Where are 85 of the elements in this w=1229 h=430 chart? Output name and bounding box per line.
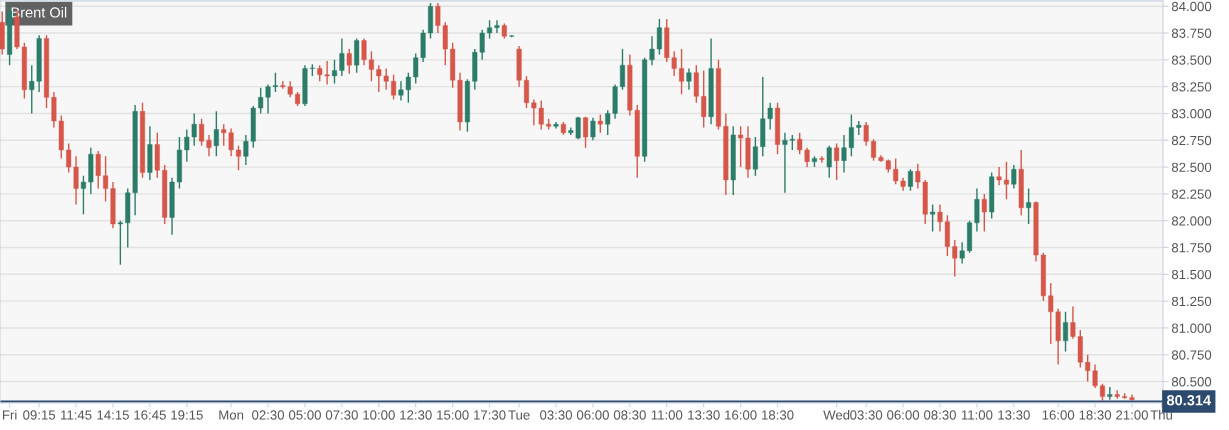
- x-tick-label: Tue: [508, 410, 530, 420]
- chart-title: Brent Oil: [11, 6, 67, 18]
- candlestick: [863, 121, 869, 147]
- x-tick-label: 11:00: [651, 410, 683, 420]
- candlestick: [590, 117, 596, 141]
- x-tick-label: 03:30: [540, 410, 573, 420]
- y-tick-label: 82.000: [1171, 216, 1212, 226]
- x-tick-label: 11:45: [61, 410, 92, 420]
- candlestick: [339, 37, 345, 77]
- candlestick: [959, 241, 965, 265]
- candlestick: [597, 113, 603, 134]
- y-tick-label: 81.000: [1171, 323, 1212, 333]
- y-tick-label: 81.250: [1171, 296, 1212, 307]
- x-tick-label: 13:30: [998, 410, 1030, 420]
- candlestick: [213, 110, 219, 158]
- x-tick-label: 21:00: [1116, 410, 1148, 420]
- y-tick-label: 84.000: [1171, 1, 1212, 12]
- x-tick-label: 18:30: [1079, 410, 1112, 420]
- candlestick: [80, 174, 86, 215]
- x-tick-label: Thu: [1150, 409, 1173, 420]
- x-tick-label: 14:15: [97, 410, 129, 420]
- candlestick: [974, 187, 980, 233]
- candlestick: [1003, 161, 1009, 200]
- y-tick-label: 83.750: [1171, 28, 1212, 38]
- y-tick-label: 80.500: [1171, 377, 1212, 387]
- candlestick: [819, 155, 825, 164]
- candlestick: [583, 115, 589, 149]
- x-tick-label: 06:00: [576, 410, 609, 420]
- y-tick-label: 82.750: [1171, 135, 1212, 146]
- x-tick-label: 18:30: [762, 410, 794, 420]
- candlestick: [346, 48, 352, 75]
- candlestick: [1107, 386, 1113, 401]
- x-tick-label: 09:15: [23, 410, 56, 420]
- candlestick: [996, 166, 1002, 187]
- candlestick: [693, 64, 699, 104]
- candlestick: [834, 142, 840, 181]
- x-tick-label: Wed: [823, 409, 850, 420]
- candlestick: [701, 69, 707, 129]
- candlestick: [981, 193, 987, 233]
- x-tick-label: 19:15: [171, 410, 203, 420]
- x-tick-label: 07:30: [325, 410, 358, 420]
- x-tick-label: Mon: [219, 410, 244, 420]
- y-tick-label: 83.500: [1171, 55, 1212, 65]
- candlestick: [679, 48, 685, 95]
- candlestick: [391, 74, 397, 101]
- candlestick: [523, 75, 529, 109]
- x-tick-label: 05:00: [288, 410, 321, 420]
- x-tick-label: 16:45: [134, 410, 166, 420]
- candlestick: [952, 239, 958, 278]
- x-tick-label: 16:00: [1042, 410, 1075, 420]
- y-tick-label: 82.500: [1171, 162, 1212, 172]
- y-tick-label: 81.500: [1171, 269, 1212, 280]
- candlestick: [332, 59, 337, 85]
- x-tick-label: 03:30: [850, 410, 883, 420]
- y-tick-label: 82.250: [1171, 189, 1212, 199]
- x-tick-label: 08:30: [613, 410, 646, 420]
- y-tick-label: 81.750: [1171, 243, 1212, 253]
- x-tick-label: 15:00: [437, 410, 469, 420]
- candlestick: [930, 203, 936, 233]
- x-tick-label: 02:30: [252, 410, 285, 420]
- x-tick-label: 13:30: [688, 410, 720, 420]
- candlestick: [619, 48, 625, 91]
- y-tick-label: 80.750: [1171, 350, 1212, 360]
- y-tick-label: 83.250: [1171, 82, 1212, 92]
- ref-line-label: 80.314: [1166, 395, 1212, 406]
- candlestick: [1011, 164, 1017, 190]
- candlestick: [236, 144, 242, 171]
- x-tick-label: Fri: [2, 409, 17, 420]
- candlestick: [95, 150, 101, 190]
- x-tick-label: 11:00: [961, 410, 993, 420]
- candlestick: [1063, 311, 1069, 353]
- x-tick-label: 16:00: [725, 410, 757, 420]
- x-tick-label: 06:00: [887, 410, 920, 420]
- candlestick: [117, 220, 123, 266]
- candlestick: [686, 67, 692, 91]
- candlestick: [907, 168, 913, 192]
- candlestick: [871, 138, 877, 162]
- x-tick-label: 10:00: [363, 410, 395, 420]
- y-tick-label: 83.000: [1171, 109, 1212, 119]
- x-tick-label: 12:30: [400, 410, 432, 420]
- x-tick-label: 17:30: [474, 410, 506, 420]
- candlestick: [826, 144, 832, 179]
- candlestick: [1026, 187, 1032, 225]
- candlestick: [752, 136, 758, 177]
- x-tick-label: 08:30: [924, 410, 956, 420]
